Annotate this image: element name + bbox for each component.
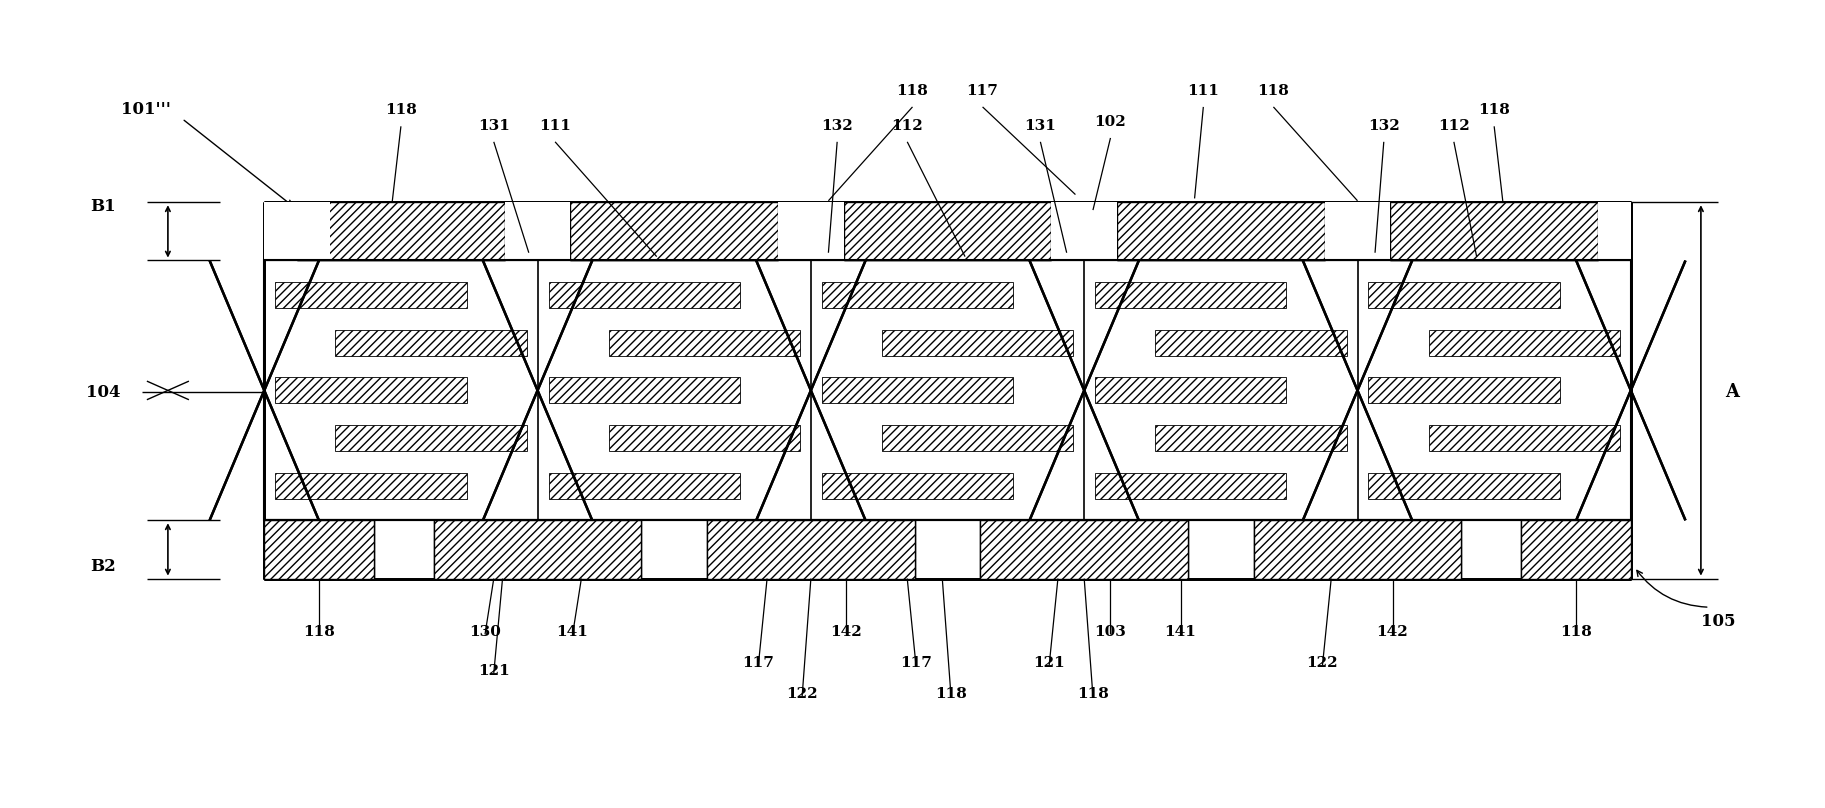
Text: 117: 117 (967, 83, 998, 98)
Text: 141: 141 (1164, 625, 1197, 639)
Text: 118: 118 (1560, 625, 1591, 639)
Text: 111: 111 (538, 119, 571, 133)
Bar (265, 520, 374, 579)
Bar (1117, 202, 1325, 260)
Bar (434, 520, 641, 579)
Text: 117: 117 (900, 656, 933, 670)
Bar (980, 520, 1188, 579)
Bar (1429, 330, 1621, 356)
Bar (1095, 377, 1287, 403)
Bar (1391, 202, 1599, 260)
Bar (608, 425, 799, 451)
Text: 142: 142 (1376, 625, 1409, 639)
Text: 121: 121 (1033, 656, 1066, 670)
Text: A: A (1725, 383, 1739, 402)
Text: 118: 118 (1077, 687, 1110, 701)
Bar (706, 520, 914, 579)
Bar (265, 260, 1632, 520)
Bar (276, 377, 467, 403)
Bar (1369, 282, 1560, 308)
Text: 118: 118 (385, 103, 416, 117)
Bar (843, 202, 1051, 260)
Bar (1522, 520, 1632, 579)
Bar (980, 520, 1188, 579)
Bar (1254, 520, 1462, 579)
Text: 132: 132 (1369, 119, 1400, 133)
Bar (1051, 202, 1117, 260)
Bar (571, 202, 777, 260)
Bar (1391, 202, 1599, 260)
Bar (549, 282, 739, 308)
Bar (297, 202, 506, 260)
Text: 111: 111 (1188, 83, 1219, 98)
Text: 117: 117 (743, 656, 774, 670)
Bar (1095, 282, 1287, 308)
Bar (1325, 202, 1391, 260)
Bar (1599, 202, 1632, 260)
Text: 118: 118 (896, 83, 929, 98)
Text: 112: 112 (891, 119, 923, 133)
Bar (571, 202, 777, 260)
Text: 118: 118 (1257, 83, 1288, 98)
Bar (549, 377, 739, 403)
Bar (821, 282, 1013, 308)
Bar (265, 520, 374, 579)
Text: 118: 118 (303, 625, 334, 639)
Bar (881, 425, 1073, 451)
Bar (1522, 520, 1632, 579)
Bar (1155, 425, 1347, 451)
Text: B2: B2 (89, 558, 117, 575)
Bar (1254, 520, 1462, 579)
Text: 118: 118 (1478, 103, 1509, 117)
Text: 141: 141 (557, 625, 588, 639)
Text: B1: B1 (89, 198, 117, 215)
Text: 122: 122 (787, 687, 818, 701)
Bar (843, 202, 1051, 260)
Bar (821, 473, 1013, 499)
Bar (265, 520, 1632, 579)
Bar (608, 330, 799, 356)
Text: 122: 122 (1307, 656, 1338, 670)
Bar (1095, 473, 1287, 499)
Bar (1429, 425, 1621, 451)
Text: 118: 118 (934, 687, 967, 701)
Text: 101''': 101''' (120, 101, 170, 118)
Bar (297, 202, 506, 260)
Bar (549, 473, 739, 499)
Text: 104: 104 (86, 384, 120, 401)
Bar (1117, 202, 1325, 260)
Bar (1369, 473, 1560, 499)
Text: 102: 102 (1095, 115, 1126, 128)
Text: 121: 121 (478, 664, 509, 678)
Bar (1155, 330, 1347, 356)
Bar (265, 202, 330, 260)
Text: 131: 131 (1024, 119, 1057, 133)
Bar (276, 473, 467, 499)
Bar (336, 425, 527, 451)
Bar (434, 520, 641, 579)
Text: 132: 132 (821, 119, 852, 133)
Text: 131: 131 (478, 119, 509, 133)
Text: 103: 103 (1095, 625, 1126, 639)
Text: 142: 142 (830, 625, 861, 639)
Bar (881, 330, 1073, 356)
Bar (706, 520, 914, 579)
Text: 105: 105 (1701, 612, 1736, 629)
Bar (276, 282, 467, 308)
Text: 112: 112 (1438, 119, 1469, 133)
Bar (777, 202, 843, 260)
Bar (506, 202, 571, 260)
Bar (821, 377, 1013, 403)
Bar (336, 330, 527, 356)
Text: 130: 130 (469, 625, 500, 639)
Bar (1369, 377, 1560, 403)
Bar (265, 202, 1632, 260)
